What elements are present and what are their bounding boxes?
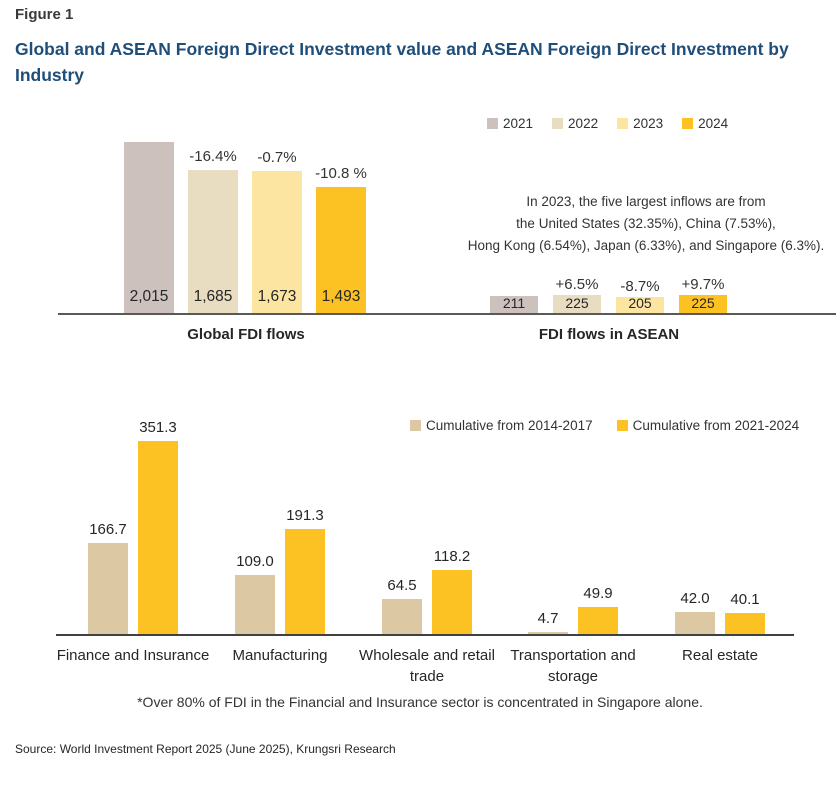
annotation-line-3: Hong Kong (6.54%), Japan (6.33%), and Si… xyxy=(467,238,825,253)
bar-industry-2-series-2 xyxy=(285,529,325,635)
bar-asean_fdi-2021 xyxy=(490,296,538,314)
value-label-global_fdi-2022: 1,685 xyxy=(193,288,233,305)
legend-item-2024: 2024 xyxy=(682,116,728,131)
legend-swatch-icon xyxy=(552,118,564,129)
value-label-global_fdi-2021: 2,015 xyxy=(129,288,169,305)
figure-label: Figure 1 xyxy=(15,6,74,23)
annotation-2023-inflows: In 2023, the five largest inflows are fr… xyxy=(455,191,837,257)
value-label-asean_fdi-2024: 225 xyxy=(691,295,715,311)
value-label-industry-5-series-1: 42.0 xyxy=(680,590,710,607)
bar-global_fdi-2021 xyxy=(124,142,174,314)
value-label-global_fdi-2024: 1,493 xyxy=(321,288,361,305)
bar-global_fdi-2024 xyxy=(316,187,366,314)
top-axis-line xyxy=(58,313,836,315)
bar-industry-4-series-1 xyxy=(528,632,568,635)
legend-cumulative: Cumulative from 2014-2017 Cumulative from… xyxy=(410,418,799,433)
bar-industry-1-series-1 xyxy=(88,543,128,635)
change-label-asean_fdi-2023: -8.7% xyxy=(620,278,660,295)
annotation-line-1: In 2023, the five largest inflows are fr… xyxy=(526,194,766,209)
category-label-3: Wholesale and retail trade xyxy=(359,647,495,685)
legend-label: Cumulative from 2021-2024 xyxy=(632,418,800,433)
legend-swatch-icon xyxy=(682,118,694,129)
change-label-global_fdi-2022: -16.4% xyxy=(189,148,237,165)
change-label-global_fdi-2023: -0.7% xyxy=(257,149,297,166)
bar-asean_fdi-2023 xyxy=(616,297,664,314)
bar-asean_fdi-2022 xyxy=(553,295,601,314)
bar-industry-4-series-2 xyxy=(578,607,618,635)
legend-label: 2022 xyxy=(568,116,599,131)
change-label-asean_fdi-2022: +6.5% xyxy=(555,276,599,293)
bar-asean_fdi-2024 xyxy=(679,295,727,314)
legend-label: 2021 xyxy=(503,116,534,131)
legend-years: 2021 2022 2023 2024 xyxy=(487,116,728,131)
legend-item-cumulative-from-2014-2017: Cumulative from 2014-2017 xyxy=(410,418,593,433)
legend-item-2023: 2023 xyxy=(617,116,663,131)
category-label-5: Real estate xyxy=(682,647,758,664)
value-label-industry-4-series-1: 4.7 xyxy=(537,610,559,627)
value-label-asean_fdi-2022: 225 xyxy=(565,295,589,311)
value-label-industry-1-series-1: 166.7 xyxy=(89,521,127,538)
bar-global_fdi-2023 xyxy=(252,171,302,314)
change-label-asean_fdi-2024: +9.7% xyxy=(681,276,725,293)
legend-swatch-icon xyxy=(616,420,628,431)
bar-industry-2-series-1 xyxy=(235,575,275,635)
category-label-2: Manufacturing xyxy=(232,647,328,664)
bottom-axis-line xyxy=(56,634,794,636)
value-label-industry-1-series-2: 351.3 xyxy=(139,419,177,436)
footnote: *Over 80% of FDI in the Financial and In… xyxy=(137,694,703,710)
legend-item-2022: 2022 xyxy=(552,116,598,131)
value-label-industry-2-series-1: 109.0 xyxy=(236,553,274,570)
change-label-global_fdi-2024: -10.8 % xyxy=(315,165,367,182)
legend-label: 2023 xyxy=(633,116,664,131)
legend-item-2021: 2021 xyxy=(487,116,533,131)
value-label-asean_fdi-2023: 205 xyxy=(628,295,652,311)
value-label-industry-3-series-1: 64.5 xyxy=(387,577,417,594)
category-label-4: Transportation and storage xyxy=(510,647,636,685)
bar-global_fdi-2022 xyxy=(188,170,238,314)
value-label-asean_fdi-2021: 211 xyxy=(502,295,526,311)
page-title: Global and ASEAN Foreign Direct Investme… xyxy=(15,39,789,85)
bar-industry-1-series-2 xyxy=(138,441,178,635)
axis-title-global-fdi: Global FDI flows xyxy=(187,326,305,343)
legend-label: Cumulative from 2014-2017 xyxy=(426,418,593,433)
bar-industry-5-series-2 xyxy=(725,613,765,635)
bar-industry-3-series-1 xyxy=(382,599,422,635)
legend-item-cumulative-from-2021-2024: Cumulative from 2021-2024 xyxy=(616,418,800,433)
value-label-global_fdi-2023: 1,673 xyxy=(257,288,297,305)
source-line: Source: World Investment Report 2025 (Ju… xyxy=(15,742,396,756)
legend-label: 2024 xyxy=(698,116,729,131)
value-label-industry-5-series-2: 40.1 xyxy=(730,591,760,608)
annotation-line-2: the United States (32.35%), China (7.53%… xyxy=(516,216,776,231)
legend-swatch-icon xyxy=(617,118,629,129)
bar-industry-5-series-1 xyxy=(675,612,715,635)
bar-industry-3-series-2 xyxy=(432,570,472,635)
legend-swatch-icon xyxy=(487,118,498,129)
value-label-industry-2-series-2: 191.3 xyxy=(286,507,324,524)
category-label-1: Finance and Insurance xyxy=(56,647,210,664)
axis-title-asean-fdi: FDI flows in ASEAN xyxy=(538,326,680,343)
value-label-industry-4-series-2: 49.9 xyxy=(583,585,613,602)
legend-swatch-icon xyxy=(410,420,421,431)
value-label-industry-3-series-2: 118.2 xyxy=(433,548,471,565)
